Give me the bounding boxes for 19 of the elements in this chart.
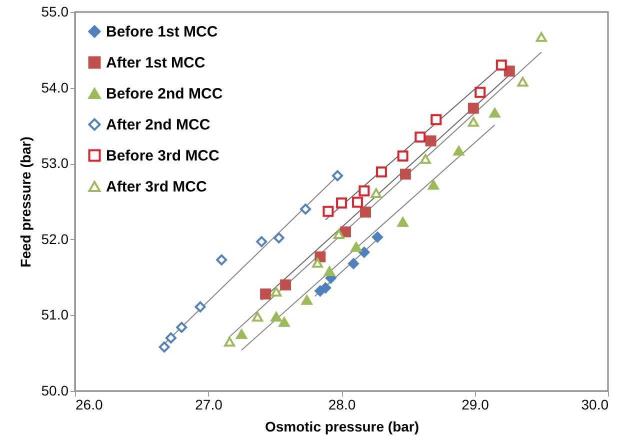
legend-label: After 2nd MCC <box>106 116 210 134</box>
legend-label: Before 1st MCC <box>106 24 218 40</box>
x-tick-label: 28.0 <box>328 396 356 412</box>
y-tick-label: 54.0 <box>41 79 69 96</box>
x-tick-label: 30.0 <box>581 396 609 412</box>
legend-label: Before 2nd MCC <box>106 86 223 102</box>
y-tick-label: 50.0 <box>41 382 69 398</box>
x-tick-label: 26.0 <box>76 396 103 412</box>
x-tick-label: 29.0 <box>462 396 490 412</box>
x-tick-label: 27.0 <box>195 396 223 412</box>
y-tick-label: 51.0 <box>41 306 69 323</box>
x-axis-title: Osmotic pressure (bar) <box>264 418 420 434</box>
y-tick-label: 55.0 <box>41 4 69 20</box>
y-axis-title: Feed pressure (bar) <box>17 136 34 268</box>
y-tick-label: 53.0 <box>41 155 69 172</box>
legend-label: Before 3rd MCC <box>106 148 220 164</box>
y-tick-label: 52.0 <box>41 230 69 247</box>
legend-label: After 1st MCC <box>106 54 206 72</box>
legend-label: After 3rd MCC <box>106 178 208 196</box>
